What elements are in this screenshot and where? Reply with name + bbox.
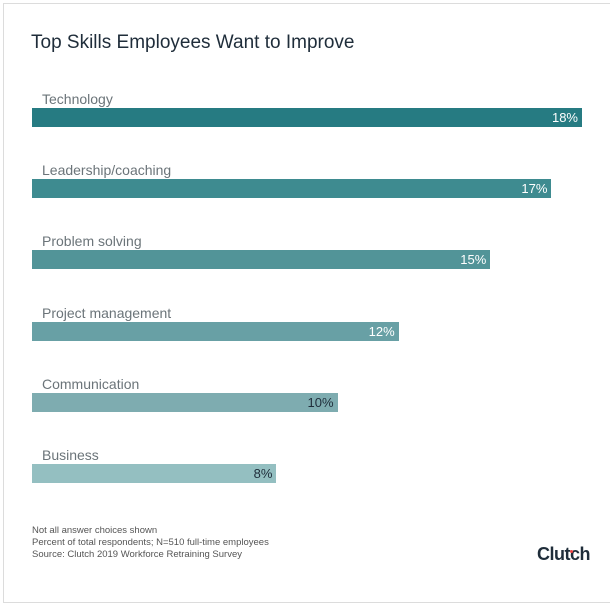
data-label: 18%	[551, 110, 578, 125]
logo-text: Clutch	[537, 544, 591, 564]
bar	[32, 108, 582, 127]
clutch-logo: Clutch	[537, 544, 591, 565]
bar	[32, 392, 338, 412]
bar	[32, 321, 399, 341]
bar	[32, 464, 277, 483]
category-label: Problem solving	[42, 233, 142, 250]
data-label: 17%	[521, 181, 548, 197]
category-label: Project management	[42, 304, 172, 321]
category-label: Communication	[42, 375, 140, 392]
logo-dot	[570, 550, 573, 553]
data-label: 8%	[253, 466, 273, 481]
footnote: Not all answer choices shown	[32, 525, 158, 536]
category-label: Leadership/coaching	[42, 162, 172, 179]
data-label: 15%	[460, 252, 487, 268]
footnote: Percent of total respondents; N=510 full…	[32, 537, 269, 548]
bar	[32, 179, 552, 199]
bar	[32, 250, 491, 270]
category-label: Business	[42, 447, 99, 463]
data-label: 12%	[368, 323, 395, 339]
chart-title: Top Skills Employees Want to Improve	[31, 32, 355, 53]
category-label: Technology	[42, 91, 113, 107]
source-note: Source: Clutch 2019 Workforce Retraining…	[32, 549, 242, 560]
data-label: 10%	[307, 394, 334, 410]
